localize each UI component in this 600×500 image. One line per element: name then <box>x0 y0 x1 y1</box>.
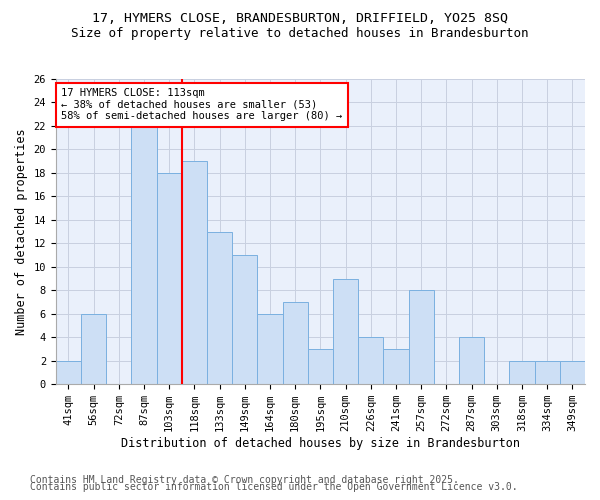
Text: Size of property relative to detached houses in Brandesburton: Size of property relative to detached ho… <box>71 28 529 40</box>
Text: 17 HYMERS CLOSE: 113sqm
← 38% of detached houses are smaller (53)
58% of semi-de: 17 HYMERS CLOSE: 113sqm ← 38% of detache… <box>61 88 343 122</box>
Bar <box>157 173 182 384</box>
Bar <box>207 232 232 384</box>
Text: Contains HM Land Registry data © Crown copyright and database right 2025.: Contains HM Land Registry data © Crown c… <box>30 475 459 485</box>
Text: Contains public sector information licensed under the Open Government Licence v3: Contains public sector information licen… <box>30 482 518 492</box>
Bar <box>283 302 308 384</box>
Bar <box>131 126 157 384</box>
Bar <box>182 161 207 384</box>
Bar <box>560 360 585 384</box>
Bar <box>257 314 283 384</box>
Y-axis label: Number of detached properties: Number of detached properties <box>15 128 28 335</box>
X-axis label: Distribution of detached houses by size in Brandesburton: Distribution of detached houses by size … <box>121 437 520 450</box>
Bar <box>232 255 257 384</box>
Bar <box>358 338 383 384</box>
Bar <box>308 349 333 384</box>
Bar <box>459 338 484 384</box>
Bar <box>535 360 560 384</box>
Text: 17, HYMERS CLOSE, BRANDESBURTON, DRIFFIELD, YO25 8SQ: 17, HYMERS CLOSE, BRANDESBURTON, DRIFFIE… <box>92 12 508 26</box>
Bar <box>409 290 434 384</box>
Bar <box>333 278 358 384</box>
Bar <box>509 360 535 384</box>
Bar <box>56 360 81 384</box>
Bar <box>383 349 409 384</box>
Bar <box>81 314 106 384</box>
